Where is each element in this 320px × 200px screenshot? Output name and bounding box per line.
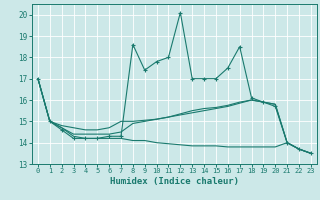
X-axis label: Humidex (Indice chaleur): Humidex (Indice chaleur) <box>110 177 239 186</box>
